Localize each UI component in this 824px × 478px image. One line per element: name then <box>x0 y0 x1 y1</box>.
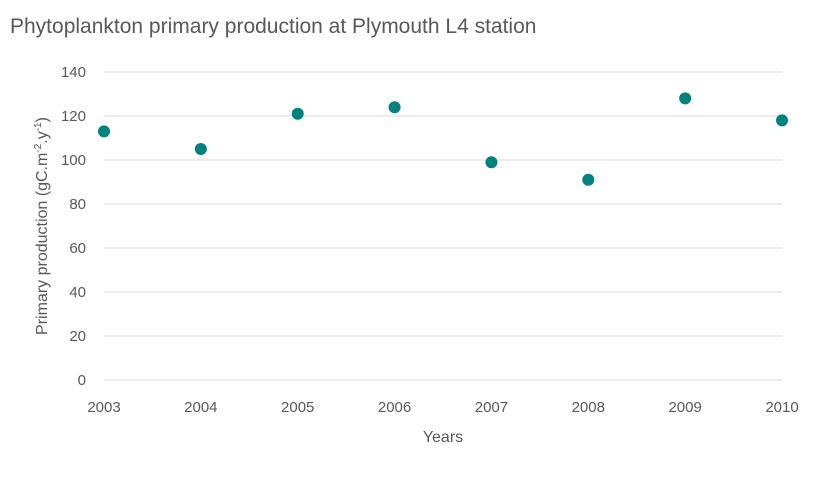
y-tick-label: 100 <box>61 152 86 169</box>
y-axis-label: Primary production (gC.m-2.y-1) <box>33 117 51 335</box>
x-tick-label: 2010 <box>765 399 798 416</box>
y-tick-label: 120 <box>61 108 86 125</box>
x-tick-label: 2009 <box>668 399 701 416</box>
data-point <box>291 107 304 120</box>
chart-title: Phytoplankton primary production at Plym… <box>10 15 536 38</box>
x-tick-label: 2008 <box>572 399 605 416</box>
x-axis-label: Years <box>423 429 463 446</box>
x-tick-label: 2004 <box>184 399 217 416</box>
y-tick-label: 140 <box>61 64 86 81</box>
y-tick-label: 80 <box>69 196 86 213</box>
x-tick-label: 2007 <box>475 399 508 416</box>
y-tick-label: 0 <box>78 372 86 389</box>
x-axis-ticks: 2003 2004 2005 2006 2007 2008 2009 2010 <box>87 399 798 416</box>
data-point <box>98 125 110 138</box>
x-tick-label: 2005 <box>281 399 314 416</box>
y-tick-label: 60 <box>69 240 86 257</box>
data-point <box>776 114 788 127</box>
data-point <box>485 156 498 169</box>
y-tick-label: 40 <box>69 284 86 301</box>
gridlines <box>104 71 782 381</box>
data-points <box>98 92 788 186</box>
data-point <box>194 143 207 155</box>
y-tick-label: 20 <box>69 328 86 345</box>
x-tick-label: 2003 <box>87 399 120 416</box>
data-point <box>388 101 401 114</box>
data-point <box>582 173 595 186</box>
data-point <box>679 92 692 105</box>
x-tick-label: 2006 <box>378 399 411 416</box>
y-axis-ticks: 0 20 40 60 80 100 120 140 <box>61 64 86 389</box>
